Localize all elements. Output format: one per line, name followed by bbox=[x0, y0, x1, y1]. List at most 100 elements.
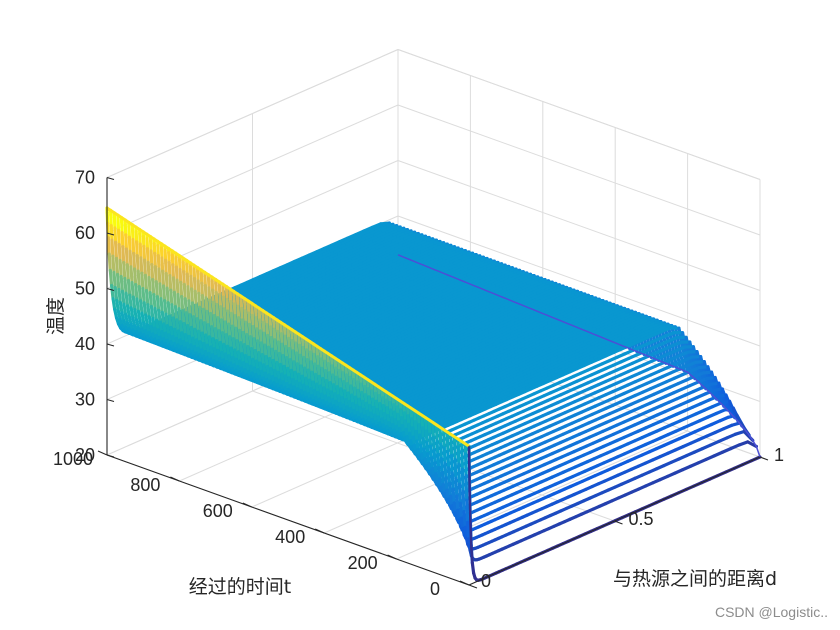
surface-mesh-segment bbox=[274, 349, 279, 365]
surface-mesh-segment bbox=[122, 302, 128, 317]
surface-mesh-segment bbox=[212, 314, 217, 331]
surface-mesh-segment bbox=[173, 305, 179, 322]
surface-mesh-segment bbox=[115, 272, 121, 292]
surface-mesh-segment bbox=[237, 328, 243, 345]
surface-mesh-segment bbox=[125, 304, 131, 318]
surface-mesh-segment bbox=[299, 364, 304, 378]
surface-mesh-segment bbox=[247, 322, 253, 339]
surface-mesh-segment bbox=[195, 317, 201, 333]
surface-mesh-segment bbox=[148, 291, 154, 309]
surface-mesh-segment bbox=[204, 296, 209, 314]
surface-mesh-segment bbox=[169, 288, 174, 307]
surface-mesh-segment bbox=[308, 350, 313, 364]
surface-mesh-segment bbox=[178, 267, 183, 284]
surface-mesh-segment bbox=[116, 228, 121, 247]
surface-mesh-segment bbox=[131, 295, 137, 312]
surface-mesh-segment bbox=[232, 302, 237, 318]
surface-mesh-segment bbox=[131, 237, 136, 256]
surface-mesh-segment bbox=[220, 331, 226, 346]
surface-mesh-segment bbox=[243, 309, 248, 324]
surface-mesh-segment bbox=[134, 240, 139, 258]
surface-mesh-segment bbox=[254, 316, 259, 331]
surface-mesh-segment bbox=[316, 364, 321, 378]
surface-mesh-segment bbox=[114, 256, 120, 277]
surface-mesh-segment bbox=[269, 336, 274, 351]
surface-mesh-segment bbox=[140, 311, 146, 325]
surface-mesh-segment bbox=[197, 291, 202, 309]
surface-mesh-segment bbox=[288, 358, 293, 372]
surface-mesh-segment bbox=[185, 272, 190, 289]
surface-mesh-segment bbox=[214, 338, 220, 353]
surface-mesh-segment bbox=[126, 278, 132, 297]
surface-mesh-segment bbox=[194, 303, 199, 321]
surface-mesh-segment bbox=[203, 283, 208, 300]
surface-mesh-segment bbox=[273, 338, 278, 353]
surface-mesh-segment bbox=[298, 353, 303, 368]
surface-mesh-segment bbox=[275, 360, 280, 374]
surface-mesh-segment bbox=[244, 320, 249, 337]
surface-mesh-segment bbox=[189, 287, 195, 305]
surface-mesh-segment bbox=[204, 333, 209, 347]
surface-mesh-segment bbox=[228, 335, 233, 350]
surface-mesh-segment bbox=[219, 318, 225, 335]
surface-mesh-segment bbox=[200, 331, 206, 346]
surface-mesh-segment bbox=[320, 366, 325, 381]
surface-mesh-segment bbox=[247, 311, 252, 326]
surface-mesh-segment bbox=[313, 372, 319, 386]
surface-mesh-segment bbox=[120, 230, 125, 249]
surface-mesh-segment bbox=[191, 315, 197, 331]
surface-mesh-segment bbox=[225, 297, 230, 313]
surface-mesh-segment bbox=[327, 371, 332, 385]
surface-mesh-segment bbox=[237, 316, 242, 332]
surface-mesh-segment bbox=[214, 290, 219, 307]
surface-mesh-segment bbox=[143, 273, 149, 293]
surface-mesh-segment bbox=[208, 311, 214, 329]
surface-mesh-segment bbox=[218, 340, 224, 354]
surface-mesh-segment bbox=[202, 321, 208, 337]
surface-mesh-segment bbox=[176, 292, 181, 311]
surface-mesh-segment bbox=[124, 233, 129, 251]
surface-mesh-segment bbox=[111, 254, 116, 275]
surface-mesh-segment bbox=[229, 311, 234, 328]
surface-mesh-segment bbox=[135, 297, 141, 313]
surface-mesh-segment bbox=[271, 358, 277, 372]
surface-mesh-segment bbox=[256, 339, 261, 355]
surface-mesh-segment bbox=[260, 352, 266, 367]
surface-mesh-segment bbox=[213, 327, 219, 343]
surface-mesh-segment bbox=[118, 258, 123, 279]
surface-mesh-segment bbox=[159, 297, 164, 314]
surface-mesh-segment bbox=[253, 348, 259, 363]
surface-mesh-segment bbox=[301, 345, 306, 360]
surface-mesh-segment bbox=[129, 306, 135, 320]
surface-mesh-segment bbox=[168, 274, 173, 292]
surface-mesh-segment bbox=[128, 249, 133, 269]
surface-mesh-segment bbox=[160, 256, 165, 273]
surface-mesh-segment bbox=[280, 342, 285, 358]
surface-mesh-segment bbox=[151, 316, 157, 330]
surface-mesh-segment bbox=[151, 278, 156, 297]
surface-mesh-segment bbox=[221, 295, 226, 311]
surface-mesh-segment bbox=[161, 269, 166, 288]
temperature-surface bbox=[105, 206, 762, 582]
surface-mesh-segment bbox=[310, 370, 315, 384]
surface-mesh-segment bbox=[234, 326, 239, 343]
surface-mesh-segment bbox=[205, 309, 210, 327]
surface-mesh-segment bbox=[122, 261, 127, 281]
surface-mesh-segment bbox=[292, 360, 297, 374]
surface-mesh-segment bbox=[137, 285, 143, 303]
surface-mesh-segment bbox=[188, 313, 193, 330]
surface-mesh-segment bbox=[262, 331, 267, 347]
surface-mesh-segment bbox=[117, 287, 122, 304]
surface-mesh-segment bbox=[306, 368, 312, 382]
surface-mesh-segment bbox=[158, 282, 163, 301]
surface-mesh-segment bbox=[284, 344, 289, 360]
surface-mesh-segment bbox=[285, 356, 290, 370]
surface-mesh-segment bbox=[178, 320, 184, 335]
surface-mesh-segment bbox=[198, 305, 203, 323]
surface-mesh-segment bbox=[106, 221, 110, 240]
surface-mesh-segment bbox=[200, 281, 205, 298]
surface-mesh-segment bbox=[149, 304, 155, 321]
surface-mesh-segment bbox=[147, 275, 152, 295]
surface-mesh-segment bbox=[257, 350, 262, 365]
